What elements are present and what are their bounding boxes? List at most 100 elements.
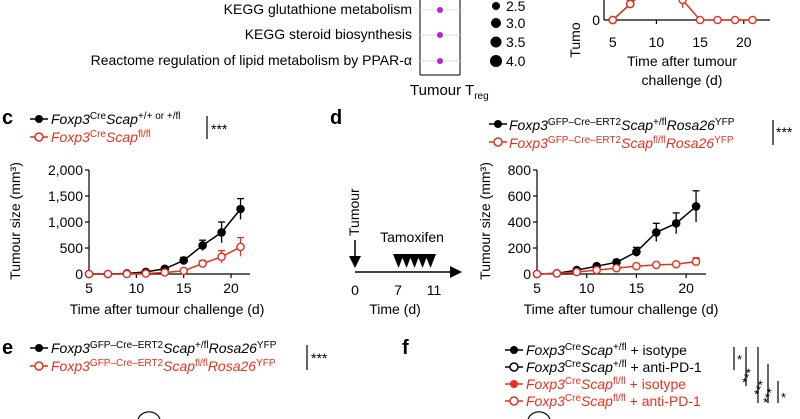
series-line — [612, 0, 753, 21]
data-point — [651, 228, 661, 237]
x-tick-label: 10 — [649, 34, 665, 50]
legend-marker — [494, 120, 502, 128]
tamoxifen-timeline: d Tumour Tamoxifen 0 7 11 Time (d) — [330, 107, 462, 317]
data-point — [691, 257, 701, 266]
size-legend-dot — [490, 55, 502, 67]
series-line — [612, 0, 635, 21]
significance-label: * — [781, 390, 786, 405]
legend-item: Foxp3CreScapfl/fl — [30, 129, 151, 145]
x-tick-label: 10 — [129, 280, 145, 296]
y-tick-label: 800 — [508, 162, 532, 178]
size-legend-label: 2.5 — [506, 0, 526, 14]
x-tick-label: 20 — [678, 280, 694, 296]
x-tick-label: 5 — [85, 280, 93, 296]
tamoxifen-arrow — [417, 254, 428, 268]
x-tick-label: 15 — [629, 280, 645, 296]
data-point — [217, 252, 226, 262]
panel-f: f Foxp3CreScap+/fl + isotype Foxp3CreSca… — [402, 337, 786, 419]
legend-marker — [509, 396, 519, 406]
legend-item: Foxp3CreScapfl/fl + anti-PD-1 — [505, 393, 701, 409]
x-tick-label: 15 — [176, 280, 192, 296]
tamoxifen-arrow — [393, 254, 404, 268]
size-legend-dot — [492, 2, 500, 10]
y-axis-label: Tumour size (mm³) — [7, 162, 23, 280]
significance-brackets — [733, 347, 779, 403]
significance-label: *** — [739, 367, 758, 386]
legend-item: Foxp3CreScap+/+ or +/fl — [30, 111, 181, 127]
legend-marker — [510, 380, 518, 388]
legend-marker — [509, 362, 519, 372]
data-point — [84, 269, 94, 279]
x-axis-label: Time after tumour — [627, 53, 737, 69]
x-axis-label: Time after tumour challenge (d) — [524, 301, 719, 317]
data-point — [122, 269, 132, 279]
data-point — [217, 228, 226, 237]
data-point — [552, 269, 562, 278]
data-point — [160, 268, 170, 277]
panel-letter: d — [330, 107, 342, 129]
x-tick-label: 5 — [533, 280, 541, 296]
tamoxifen-arrow — [409, 254, 420, 268]
data-point — [651, 260, 661, 270]
pathway-dotplot: KEGG glutathione metabolism KEGG steroid… — [91, 0, 489, 102]
data-point — [612, 263, 621, 273]
cropped-icon — [527, 411, 551, 419]
data-point — [671, 259, 681, 269]
data-point — [236, 204, 245, 214]
legend-label: Foxp3CreScap+/fl + isotype — [526, 342, 687, 358]
timeline-axis-label: Time (d) — [369, 301, 421, 317]
legend-marker — [35, 344, 43, 352]
data-point — [572, 267, 582, 277]
y-tick-label: 2,000 — [48, 162, 83, 178]
data-point — [632, 247, 641, 257]
y-tick-label: 200 — [508, 240, 532, 256]
data-point — [532, 269, 542, 279]
data-point — [236, 242, 245, 252]
legend-marker — [493, 137, 503, 147]
timeline-tumour-label: Tumour — [346, 188, 362, 236]
legend-label: Foxp3CreScapfl/fl — [51, 129, 151, 145]
x-tick-label: 15 — [692, 34, 708, 50]
panel-letter: f — [402, 337, 409, 359]
data-point — [608, 15, 618, 25]
timeline-axis-arrowhead — [450, 266, 462, 278]
data-point — [695, 15, 705, 25]
x-axis-label: challenge (d) — [642, 72, 723, 88]
significance-label: *** — [776, 124, 793, 140]
pathway-dot — [437, 58, 443, 64]
pathway-dot — [437, 7, 443, 13]
significance-label: *** — [751, 379, 770, 398]
panel-e: e Foxp3GFP–Cre–ERT2Scap+/flRosa26YFP Fox… — [2, 337, 328, 419]
y-tick-label: 0 — [523, 266, 531, 282]
pathway-label: KEGG steroid biosynthesis — [245, 26, 412, 42]
legend-label: Foxp3CreScapfl/fl + anti-PD-1 — [526, 393, 701, 409]
x-tick-label: 5 — [609, 34, 617, 50]
legend-marker — [510, 346, 518, 354]
top-right-chart: Tumo 0 5 10 15 20 Time after tumour challen… — [567, 0, 770, 88]
size-legend: 2.5 3.0 3.5 4.0 — [490, 0, 526, 69]
series-line — [89, 208, 242, 275]
significance-label: *** — [311, 350, 328, 366]
data-point — [179, 266, 189, 276]
y-tick-label: 0 — [592, 12, 600, 28]
y-tick-label: 600 — [508, 188, 532, 204]
legend-label: Foxp3CreScapfl/fl + isotype — [526, 376, 686, 392]
legend-label: Foxp3GFP–Cre–ERT2Scap+/flRosa26YFP — [51, 340, 277, 356]
size-legend-dot — [491, 18, 501, 28]
size-legend-label: 3.5 — [506, 34, 526, 50]
x-tick-label: 10 — [579, 280, 595, 296]
legend-marker — [34, 132, 44, 142]
y-tick-label: 500 — [60, 240, 84, 256]
legend-marker — [34, 361, 44, 371]
data-point — [691, 202, 701, 211]
timeline-tick-label: 0 — [351, 282, 359, 298]
data-point — [179, 256, 189, 265]
y-tick-label: 1,000 — [48, 214, 83, 230]
data-point — [198, 241, 207, 250]
y-tick-label: 1,500 — [48, 188, 83, 204]
legend-item: Foxp3GFP–Cre–ERT2Scap+/flRosa26YFP — [30, 340, 277, 356]
x-axis-label: Time after tumour challenge (d) — [70, 301, 265, 317]
size-legend-label: 3.0 — [506, 15, 526, 31]
data-point — [713, 15, 722, 25]
y-tick-label: 0 — [75, 266, 83, 282]
